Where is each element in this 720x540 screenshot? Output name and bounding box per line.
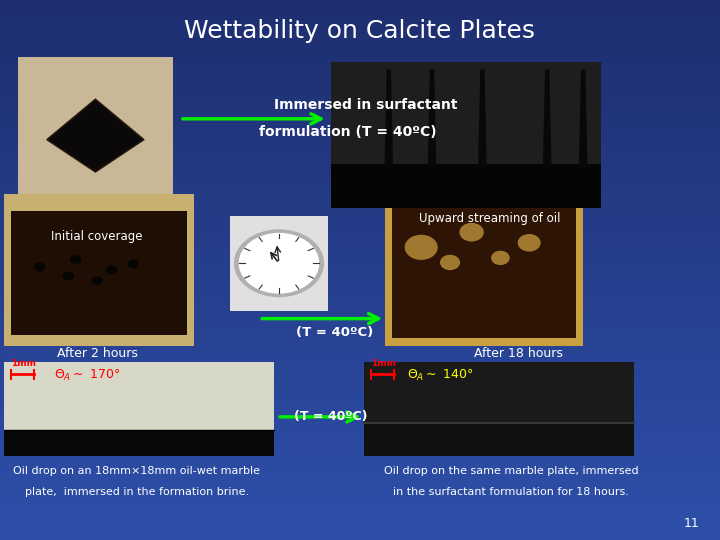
Text: (T = 40ºC): (T = 40ºC) (296, 326, 374, 339)
Bar (4, 362, 274, 430)
Circle shape (518, 235, 540, 251)
Text: in the surfactant formulation for 18 hours.: in the surfactant formulation for 18 hou… (393, 488, 629, 497)
Circle shape (460, 224, 483, 241)
Text: (T = 40ºC): (T = 40ºC) (294, 410, 368, 423)
Bar (364, 362, 634, 456)
Circle shape (107, 266, 117, 274)
Circle shape (441, 255, 459, 269)
Bar (4, 194, 194, 346)
Text: $\Theta_A$$\sim$ 170°: $\Theta_A$$\sim$ 170° (54, 368, 120, 383)
Bar (331, 62, 601, 208)
Text: After 2 hours: After 2 hours (57, 347, 138, 360)
Text: 1mm: 1mm (12, 359, 37, 368)
Text: Oil drop on an 18mm×18mm oil-wet marble: Oil drop on an 18mm×18mm oil-wet marble (13, 466, 261, 476)
Text: Immersed in surfactant: Immersed in surfactant (274, 98, 457, 112)
Bar (331, 62, 601, 208)
Text: After 18 hours: After 18 hours (474, 347, 563, 360)
Bar (331, 62, 601, 164)
Bar (18, 57, 173, 230)
Bar (4, 430, 274, 456)
Polygon shape (384, 70, 393, 167)
Polygon shape (428, 70, 436, 167)
Circle shape (35, 263, 45, 271)
Circle shape (63, 272, 73, 280)
Circle shape (492, 252, 509, 265)
Text: formulation (T = 40ºC): formulation (T = 40ºC) (259, 125, 437, 139)
Text: plate,  immersed in the formation brine.: plate, immersed in the formation brine. (24, 488, 249, 497)
Bar (18, 57, 173, 230)
Text: Upward streaming of oil: Upward streaming of oil (419, 212, 560, 225)
Text: 1mm: 1mm (372, 359, 397, 368)
Circle shape (239, 233, 319, 293)
Bar (230, 216, 328, 310)
Bar (392, 208, 576, 338)
Bar (4, 362, 274, 456)
Circle shape (405, 235, 437, 259)
Bar (331, 164, 601, 208)
Circle shape (235, 230, 323, 296)
Polygon shape (579, 70, 588, 167)
Text: 11: 11 (683, 517, 699, 530)
Bar (385, 194, 583, 346)
Circle shape (92, 277, 102, 285)
Bar (364, 362, 634, 423)
Circle shape (71, 255, 81, 263)
Bar (364, 362, 634, 456)
Text: Initial coverage: Initial coverage (51, 230, 143, 243)
Bar (4, 194, 194, 346)
Text: $\Theta_A$$\sim$ 140°: $\Theta_A$$\sim$ 140° (407, 368, 473, 383)
Polygon shape (543, 70, 552, 167)
Bar (11, 211, 187, 335)
Polygon shape (478, 70, 487, 167)
Text: Wettability on Calcite Plates: Wettability on Calcite Plates (184, 19, 536, 43)
Text: Oil drop on the same marble plate, immersed: Oil drop on the same marble plate, immer… (384, 466, 639, 476)
Polygon shape (47, 99, 144, 172)
Bar (385, 194, 583, 346)
Circle shape (128, 260, 138, 268)
